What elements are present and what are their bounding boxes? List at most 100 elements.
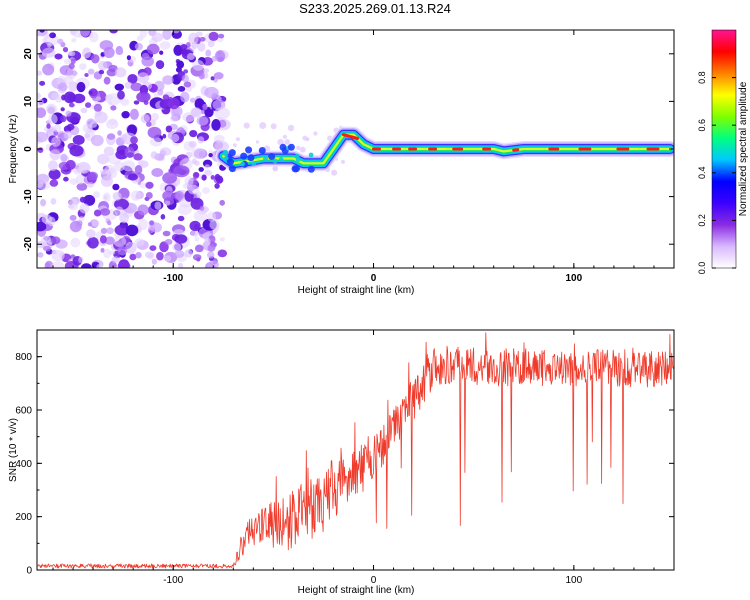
noise-blob (80, 107, 88, 114)
noise-blob (140, 114, 150, 124)
noise-blob (259, 122, 267, 129)
noise-blob (52, 124, 62, 133)
ridge-blob (295, 157, 301, 163)
noise-blob (331, 169, 338, 176)
y-tick-label: -10 (23, 189, 34, 204)
noise-blob (58, 82, 68, 92)
noise-blob (135, 252, 142, 259)
ridge-peak (342, 133, 359, 140)
noise-blob (165, 200, 171, 206)
noise-blob (145, 192, 153, 199)
noise-blob (37, 180, 50, 191)
ridge-blob (263, 156, 268, 162)
noise-blob (63, 130, 73, 140)
noise-blob (124, 81, 133, 89)
y-tick-label: 20 (23, 48, 34, 60)
noise-blob (192, 254, 202, 261)
ridge-blob (287, 143, 295, 151)
figure-title: S233.2025.269.01.13.R24 (299, 1, 451, 16)
noise-blob (117, 90, 125, 100)
noise-blob (39, 80, 46, 86)
noise-blob (210, 76, 215, 81)
noise-blob (114, 206, 124, 217)
noise-blob (87, 68, 95, 75)
noise-blob (70, 237, 81, 248)
noise-blob (114, 224, 130, 236)
noise-blob (48, 160, 58, 172)
noise-blob (39, 30, 45, 33)
noise-blob (100, 227, 108, 234)
snr-axes: -100 0 100 0 200 400 600 800 (15, 329, 675, 586)
noise-blob (114, 67, 127, 78)
noise-blob (107, 220, 112, 226)
noise-blob (211, 119, 221, 131)
noise-blob (150, 112, 159, 121)
noise-blob (43, 235, 51, 243)
noise-blob (42, 63, 55, 76)
noise-blob (135, 194, 139, 200)
ridge-blob (228, 149, 236, 157)
noise-blob (162, 172, 178, 184)
noise-blob (255, 140, 259, 144)
noise-blob (194, 172, 200, 178)
noise-blob (217, 249, 227, 258)
noise-blob (65, 110, 72, 117)
noise-blob (183, 81, 192, 88)
noise-blob (117, 130, 122, 136)
noise-blob (171, 133, 180, 143)
noise-blob (277, 138, 284, 146)
noise-blob (95, 96, 102, 101)
noise-blob (162, 75, 174, 85)
noise-blob (63, 91, 76, 104)
ridge-blob (251, 161, 257, 167)
noise-blob (296, 145, 301, 150)
noise-blob (173, 165, 190, 178)
noise-blob (191, 147, 206, 160)
noise-blob (172, 30, 180, 34)
noise-blob (164, 239, 173, 245)
noise-blob (150, 222, 162, 233)
noise-blob (125, 224, 139, 237)
noise-blob (174, 190, 185, 201)
noise-blob (177, 86, 186, 92)
noise-blob (37, 147, 44, 154)
noise-blob (159, 147, 172, 156)
noise-blob (184, 249, 193, 258)
noise-blob (100, 208, 111, 216)
noise-blob (78, 216, 85, 222)
noise-blob (137, 204, 149, 216)
noise-blob (51, 261, 65, 268)
colorbar-tick-label: 0.2 (697, 214, 707, 227)
noise-blob (182, 183, 190, 189)
colorbar-label: Normalized spectral amplitude (738, 81, 749, 216)
noise-blob (87, 237, 99, 249)
noise-blob (49, 179, 59, 187)
ridge-blob (307, 165, 315, 173)
y-tick-label: 800 (15, 352, 32, 363)
noise-blob (60, 153, 68, 162)
snr-marks (37, 332, 674, 569)
snr-series-line (37, 332, 674, 569)
noise-blob (202, 103, 208, 110)
noise-blob (146, 43, 160, 55)
ridge-blob (223, 149, 228, 155)
snr-xlabel: Height of straight line (km) (298, 585, 415, 596)
noise-blob (137, 159, 145, 166)
noise-blob (37, 107, 47, 118)
noise-blob (68, 198, 79, 211)
noise-blob (162, 190, 175, 201)
noise-blob (100, 235, 107, 244)
noise-blob (162, 30, 172, 40)
noise-blob (216, 175, 224, 184)
ridge-blob (228, 165, 236, 173)
noise-blob (68, 81, 78, 92)
noise-blob (68, 63, 75, 70)
noise-blob (65, 159, 76, 170)
noise-blob (96, 264, 102, 268)
noise-blob (193, 160, 200, 166)
noise-blob (76, 182, 88, 191)
noise-blob (134, 238, 145, 247)
noise-blob (282, 134, 287, 139)
noise-blob (197, 42, 206, 52)
noise-blob (189, 130, 198, 138)
